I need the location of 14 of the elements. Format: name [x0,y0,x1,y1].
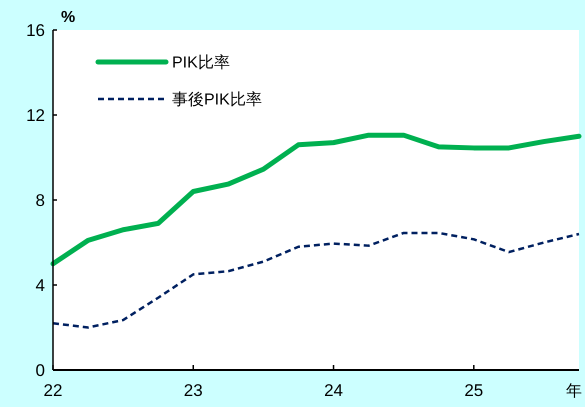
legend-label: 事後PIK比率 [172,90,262,109]
x-tick-label: 24 [324,381,343,400]
y-tick-label: 0 [36,360,45,380]
y-axis-title: % [61,9,76,26]
x-tick-label: 22 [44,381,62,400]
x-tick-label: 25 [464,381,484,400]
x-tick-label: 23 [184,381,203,400]
y-tick-label: 4 [36,276,45,295]
x-axis-title: 年 [566,383,582,400]
line-series [52,232,580,329]
y-tick-label: 12 [26,106,45,125]
y-tick-label: 16 [26,20,45,40]
y-tick-label: 8 [36,190,45,210]
legend-label: PIK比率 [172,54,230,72]
